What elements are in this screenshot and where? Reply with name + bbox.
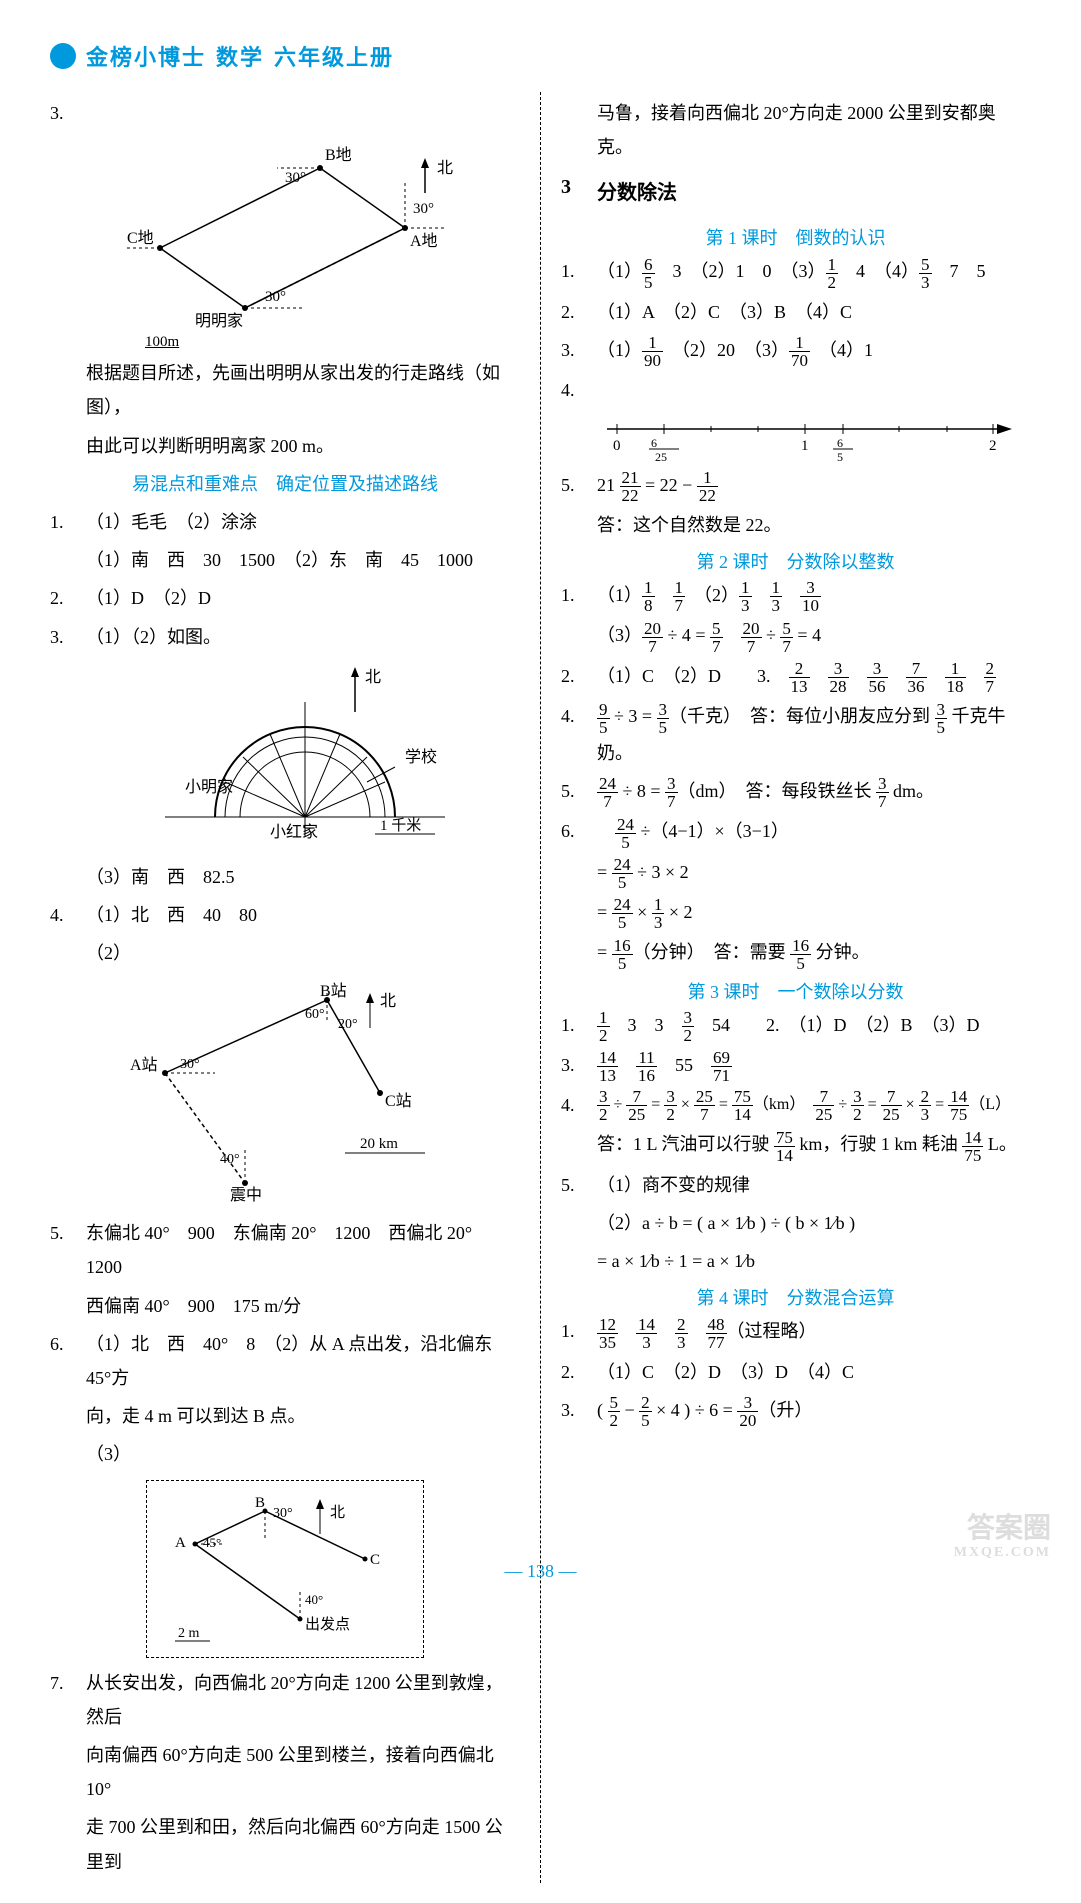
svg-text:2: 2 xyxy=(989,438,997,454)
svg-text:2 m: 2 m xyxy=(178,1626,200,1641)
figure-stations: B站 北 60° 20° A站 30° C站 xyxy=(50,978,520,1208)
svg-text:出发点: 出发点 xyxy=(305,1616,350,1633)
svg-text:30°: 30° xyxy=(413,201,434,217)
page-header: 金榜小博士 数学 六年级上册 xyxy=(50,40,1031,72)
svg-text:B地: B地 xyxy=(325,146,352,164)
figure-route-1: B地 北 30° 30° C地 A地 30° 明明家 100m xyxy=(50,138,520,348)
svg-text:A地: A地 xyxy=(410,232,438,250)
section-title: 分数除法 xyxy=(597,174,1030,212)
svg-text:北: 北 xyxy=(380,992,396,1010)
svg-text:0: 0 xyxy=(613,438,621,454)
svg-text:小红家: 小红家 xyxy=(270,823,318,841)
svg-text:北: 北 xyxy=(437,159,453,177)
svg-text:明明家: 明明家 xyxy=(195,312,243,330)
svg-text:30°: 30° xyxy=(285,170,306,186)
svg-text:30°: 30° xyxy=(265,289,286,305)
left-column: 3. xyxy=(50,92,540,1883)
two-columns: 3. xyxy=(50,92,1031,1883)
svg-text:C站: C站 xyxy=(385,1092,412,1110)
svg-text:40°: 40° xyxy=(220,1152,240,1167)
svg-text:25: 25 xyxy=(655,450,667,464)
svg-text:A: A xyxy=(175,1535,186,1551)
svg-text:B: B xyxy=(255,1495,265,1511)
header-series: 金榜小博士 xyxy=(86,40,206,72)
right-column: 马鲁，接着向西偏北 20°方向走 2000 公里到安都奥克。 3 分数除法 第 … xyxy=(540,92,1030,1883)
svg-text:1 千米: 1 千米 xyxy=(380,817,421,834)
svg-text:A站: A站 xyxy=(130,1056,158,1074)
svg-text:C地: C地 xyxy=(127,229,154,247)
svg-text:45°: 45° xyxy=(203,1535,221,1550)
p1a: 根据题目所述，先画出明明从家出发的行走路线（如图）， xyxy=(86,356,520,424)
svg-text:震中: 震中 xyxy=(230,1186,262,1204)
p1b: 由此可以判断明明离家 200 m。 xyxy=(86,429,520,463)
page-number: — 138 — xyxy=(0,1561,1081,1582)
lesson-3-title: 第 3 课时 一个数除以分数 xyxy=(561,978,1030,1004)
svg-text:20 km: 20 km xyxy=(360,1136,398,1152)
logo-icon xyxy=(50,43,76,69)
svg-text:6: 6 xyxy=(837,436,843,450)
svg-text:30°: 30° xyxy=(180,1057,200,1072)
svg-text:B站: B站 xyxy=(320,982,347,1000)
svg-text:北: 北 xyxy=(365,668,381,686)
q3-num: 3. xyxy=(50,96,86,130)
subheading-1: 易混点和重难点 确定位置及描述路线 xyxy=(132,467,438,501)
svg-text:北: 北 xyxy=(330,1504,345,1521)
svg-text:100m: 100m xyxy=(145,334,180,348)
svg-text:1: 1 xyxy=(801,438,809,454)
svg-text:40°: 40° xyxy=(305,1592,323,1607)
lesson-1-title: 第 1 课时 倒数的认识 xyxy=(561,224,1030,250)
lesson-4-title: 第 4 课时 分数混合运算 xyxy=(561,1284,1030,1310)
figure-protractor: 北 xyxy=(50,662,520,852)
header-grade: 六年级上册 xyxy=(274,40,394,72)
number-line: 0 6 25 1 6 5 2 xyxy=(597,414,1030,464)
svg-text:学校: 学校 xyxy=(405,748,437,766)
svg-text:5: 5 xyxy=(837,450,843,464)
lesson-2-title: 第 2 课时 分数除以整数 xyxy=(561,548,1030,574)
svg-text:6: 6 xyxy=(651,436,657,450)
svg-text:小明家: 小明家 xyxy=(185,778,233,796)
header-subject: 数学 xyxy=(216,40,264,72)
